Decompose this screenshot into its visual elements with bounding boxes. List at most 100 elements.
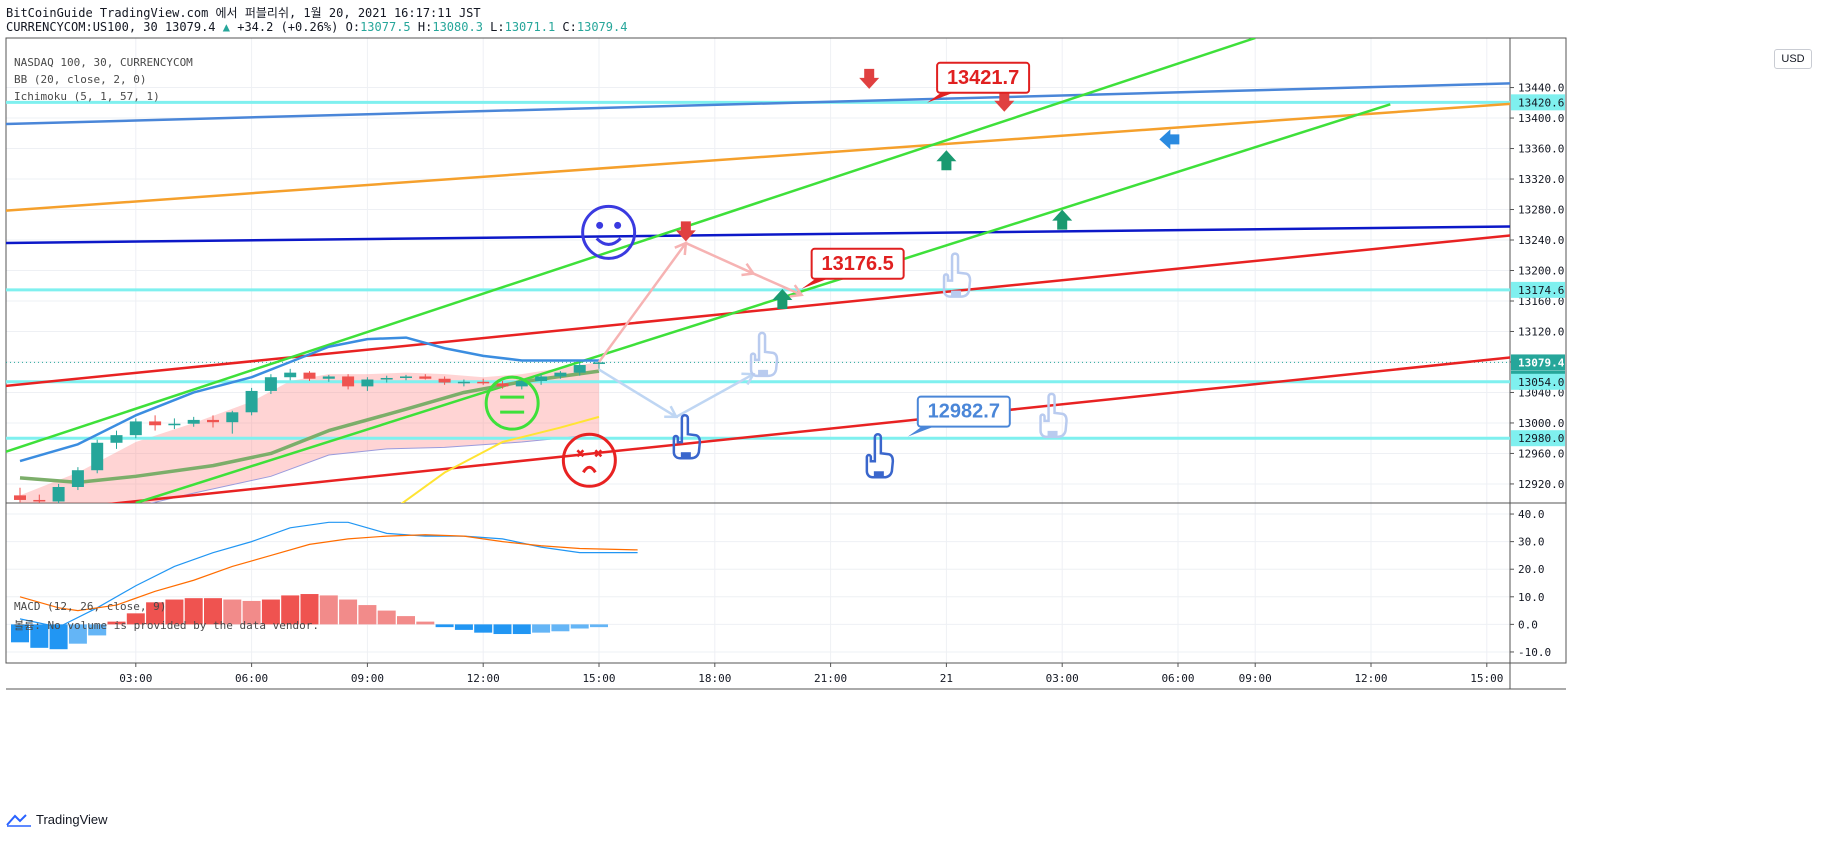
callout-pointer [927, 92, 954, 103]
green-lower-trendline [135, 103, 1391, 503]
thumbs-down-icon [749, 331, 779, 378]
time-tick-label: 03:00 [1046, 672, 1079, 685]
macd-histogram-bar [416, 621, 435, 625]
time-tick-label: 09:00 [1239, 672, 1272, 685]
chart-frame [5, 37, 1567, 664]
macd-tick-label: 10.0 [1518, 591, 1545, 604]
candle-body [149, 421, 162, 426]
candle-body [515, 381, 528, 387]
eye [596, 221, 604, 229]
macd-histogram-bar [339, 599, 358, 625]
forecast-path-red [597, 241, 803, 363]
candle-body [52, 486, 65, 502]
candle-body [264, 377, 277, 391]
mouth [582, 465, 597, 474]
price-tick-label: 13160.0 [1518, 295, 1564, 308]
red-lower-trendline [107, 356, 1510, 503]
dizzy-face-icon [561, 432, 617, 488]
candle-body [496, 383, 509, 387]
main-pane: 13421.7 13176.5 12982.7 [6, 38, 1510, 503]
indicator-macd-label[interactable]: MACD (12, 26, close, 9) [14, 600, 167, 613]
price-tick-label: 13240.0 [1518, 234, 1564, 247]
macd-histogram-bar [397, 616, 415, 625]
thumbs-up-icon-cuff [1047, 430, 1058, 437]
price-scale-label: 13079.4 [1518, 356, 1565, 369]
price-scale-label-bg [1511, 373, 1565, 390]
time-tick-label: 15:00 [1470, 672, 1503, 685]
candle-body [457, 381, 470, 384]
macd-histogram-bar [126, 613, 145, 625]
price-scale-label: 13054.0 [1518, 376, 1564, 389]
face-outline [561, 432, 617, 488]
hand-pointing-up-icon-shape [672, 413, 702, 460]
red-down-arrow [675, 221, 696, 242]
time-tick-label: 12:00 [467, 672, 500, 685]
bollinger-upper-band [19, 336, 599, 463]
candle-body [342, 376, 355, 387]
close-value: 13079.4 [576, 20, 628, 34]
eye [614, 221, 622, 229]
price-scale-label: 12980.0 [1518, 432, 1564, 445]
ohlc-line: CURRENCYCOM:US100, 30 13079.4 ▲ +34.2 (+… [6, 20, 627, 34]
candle-body [400, 376, 412, 378]
callout-box [936, 61, 1031, 94]
time-tick-label: 21:00 [814, 672, 847, 685]
macd-histogram-bar [300, 594, 319, 625]
price-scale-label: 13420.6 [1518, 96, 1564, 109]
price-tick-label: 12920.0 [1518, 478, 1564, 491]
thumbs-up-icon-shape [1039, 392, 1068, 439]
price-tick-label: 13000.0 [1518, 417, 1564, 430]
candle-body [168, 423, 181, 426]
macd-histogram-bar [358, 605, 377, 625]
price-tick-label: 13400.0 [1518, 112, 1564, 125]
tradingview-logo[interactable]: TradingView [6, 812, 108, 827]
indicator-main-label[interactable]: NASDAQ 100, 30, CURRENCYCOM [14, 56, 193, 69]
candle-body [14, 495, 26, 500]
signal-line [19, 534, 638, 612]
time-tick-label: 21 [940, 672, 953, 685]
candle-body [477, 381, 490, 384]
hand-pointing-up-icon-cuff [680, 452, 691, 459]
navy-trendline [6, 225, 1510, 245]
macd-histogram-bar [49, 624, 68, 650]
callout-box [916, 395, 1011, 428]
candle-body [303, 372, 316, 379]
indicator-ichimoku-label[interactable]: Ichimoku (5, 1, 57, 1) [14, 90, 160, 103]
candle-body [33, 499, 46, 502]
macd-histogram-bar [11, 624, 29, 643]
macd-histogram-bar [242, 600, 261, 625]
forecast-path-blue [598, 368, 755, 419]
green-up-arrow-shape [936, 150, 957, 171]
indicator-bb-label[interactable]: BB (20, close, 2, 0) [14, 73, 147, 86]
macd-histogram-bar [184, 598, 203, 625]
candle-body [361, 379, 374, 387]
macd-tick-label: -10.0 [1518, 646, 1551, 659]
candle-body [207, 419, 219, 423]
macd-histogram-bar [532, 624, 551, 633]
publish-line: BitCoinGuide TradingView.com 에서 퍼블리쉬, 1월… [6, 6, 481, 20]
symbol-label[interactable]: CURRENCYCOM:US100, 30 [6, 20, 158, 34]
high-value: 13080.3 [432, 20, 483, 34]
candle-body [245, 390, 258, 413]
orange-trendline [6, 102, 1510, 212]
macd-histogram-bar [281, 595, 300, 625]
time-tick-label: 15:00 [582, 672, 615, 685]
neutral-face-icon [484, 375, 540, 431]
blue-trendline [6, 82, 1510, 126]
green-up-arrow [936, 150, 957, 171]
forecast-path-red-arrowhead [789, 284, 804, 298]
red-down-arrow [994, 91, 1015, 112]
macd-histogram-bar [493, 624, 512, 635]
hand-pointing-up-icon [865, 433, 895, 479]
macd-histogram-bar [474, 624, 493, 633]
ichimoku-cloud [20, 361, 599, 503]
currency-button[interactable]: USD [1774, 49, 1812, 69]
smiley-icon [581, 204, 637, 260]
callout-text: 12982.7 [928, 401, 1000, 423]
macd-histogram-bar [377, 610, 396, 625]
callout-text: 13176.5 [822, 253, 894, 275]
candle-body [535, 376, 548, 382]
candle-body [129, 421, 142, 436]
thumbs-down-icon-cuff [951, 290, 962, 297]
